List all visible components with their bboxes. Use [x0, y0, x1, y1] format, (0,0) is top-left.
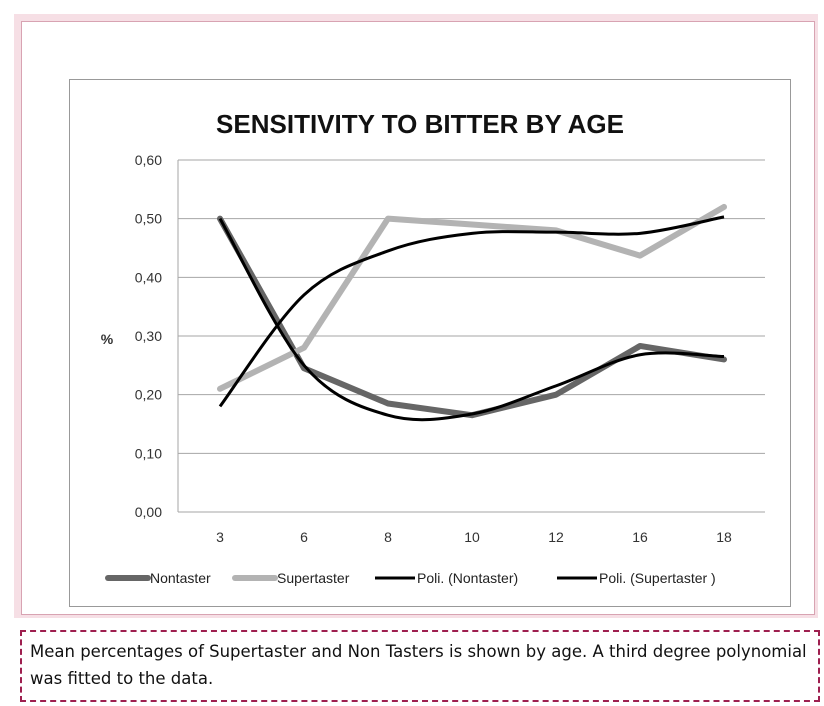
- y-tick-label: 0,60: [135, 152, 162, 168]
- y-tick-label: 0,20: [135, 387, 162, 403]
- y-axis-label: %: [101, 331, 114, 347]
- chart-title: SENSITIVITY TO BITTER BY AGE: [216, 109, 624, 139]
- y-tick-label: 0,00: [135, 504, 162, 520]
- y-tick-label: 0,50: [135, 211, 162, 227]
- y-tick-label: 0,40: [135, 269, 162, 285]
- legend-label: Poli. (Supertaster ): [599, 570, 716, 586]
- y-tick-label: 0,30: [135, 328, 162, 344]
- x-tick-label: 3: [216, 529, 224, 545]
- legend-label: Poli. (Nontaster): [417, 570, 518, 586]
- x-tick-label: 18: [716, 529, 732, 545]
- legend-label: Supertaster: [277, 570, 350, 586]
- x-tick-label: 8: [384, 529, 392, 545]
- x-tick-label: 16: [632, 529, 648, 545]
- trendline-poli-supertaster: [218, 215, 725, 408]
- series-line-supertaster: [217, 203, 727, 392]
- legend-label: Nontaster: [150, 570, 211, 586]
- x-tick-label: 6: [300, 529, 308, 545]
- x-tick-label: 12: [548, 529, 564, 545]
- x-tick-label: 10: [464, 529, 480, 545]
- y-tick-label: 0,10: [135, 445, 162, 461]
- trendline-poli-nontaster: [218, 217, 725, 422]
- figure-caption: Mean percentages of Supertaster and Non …: [20, 630, 820, 702]
- chart-area: [69, 79, 791, 607]
